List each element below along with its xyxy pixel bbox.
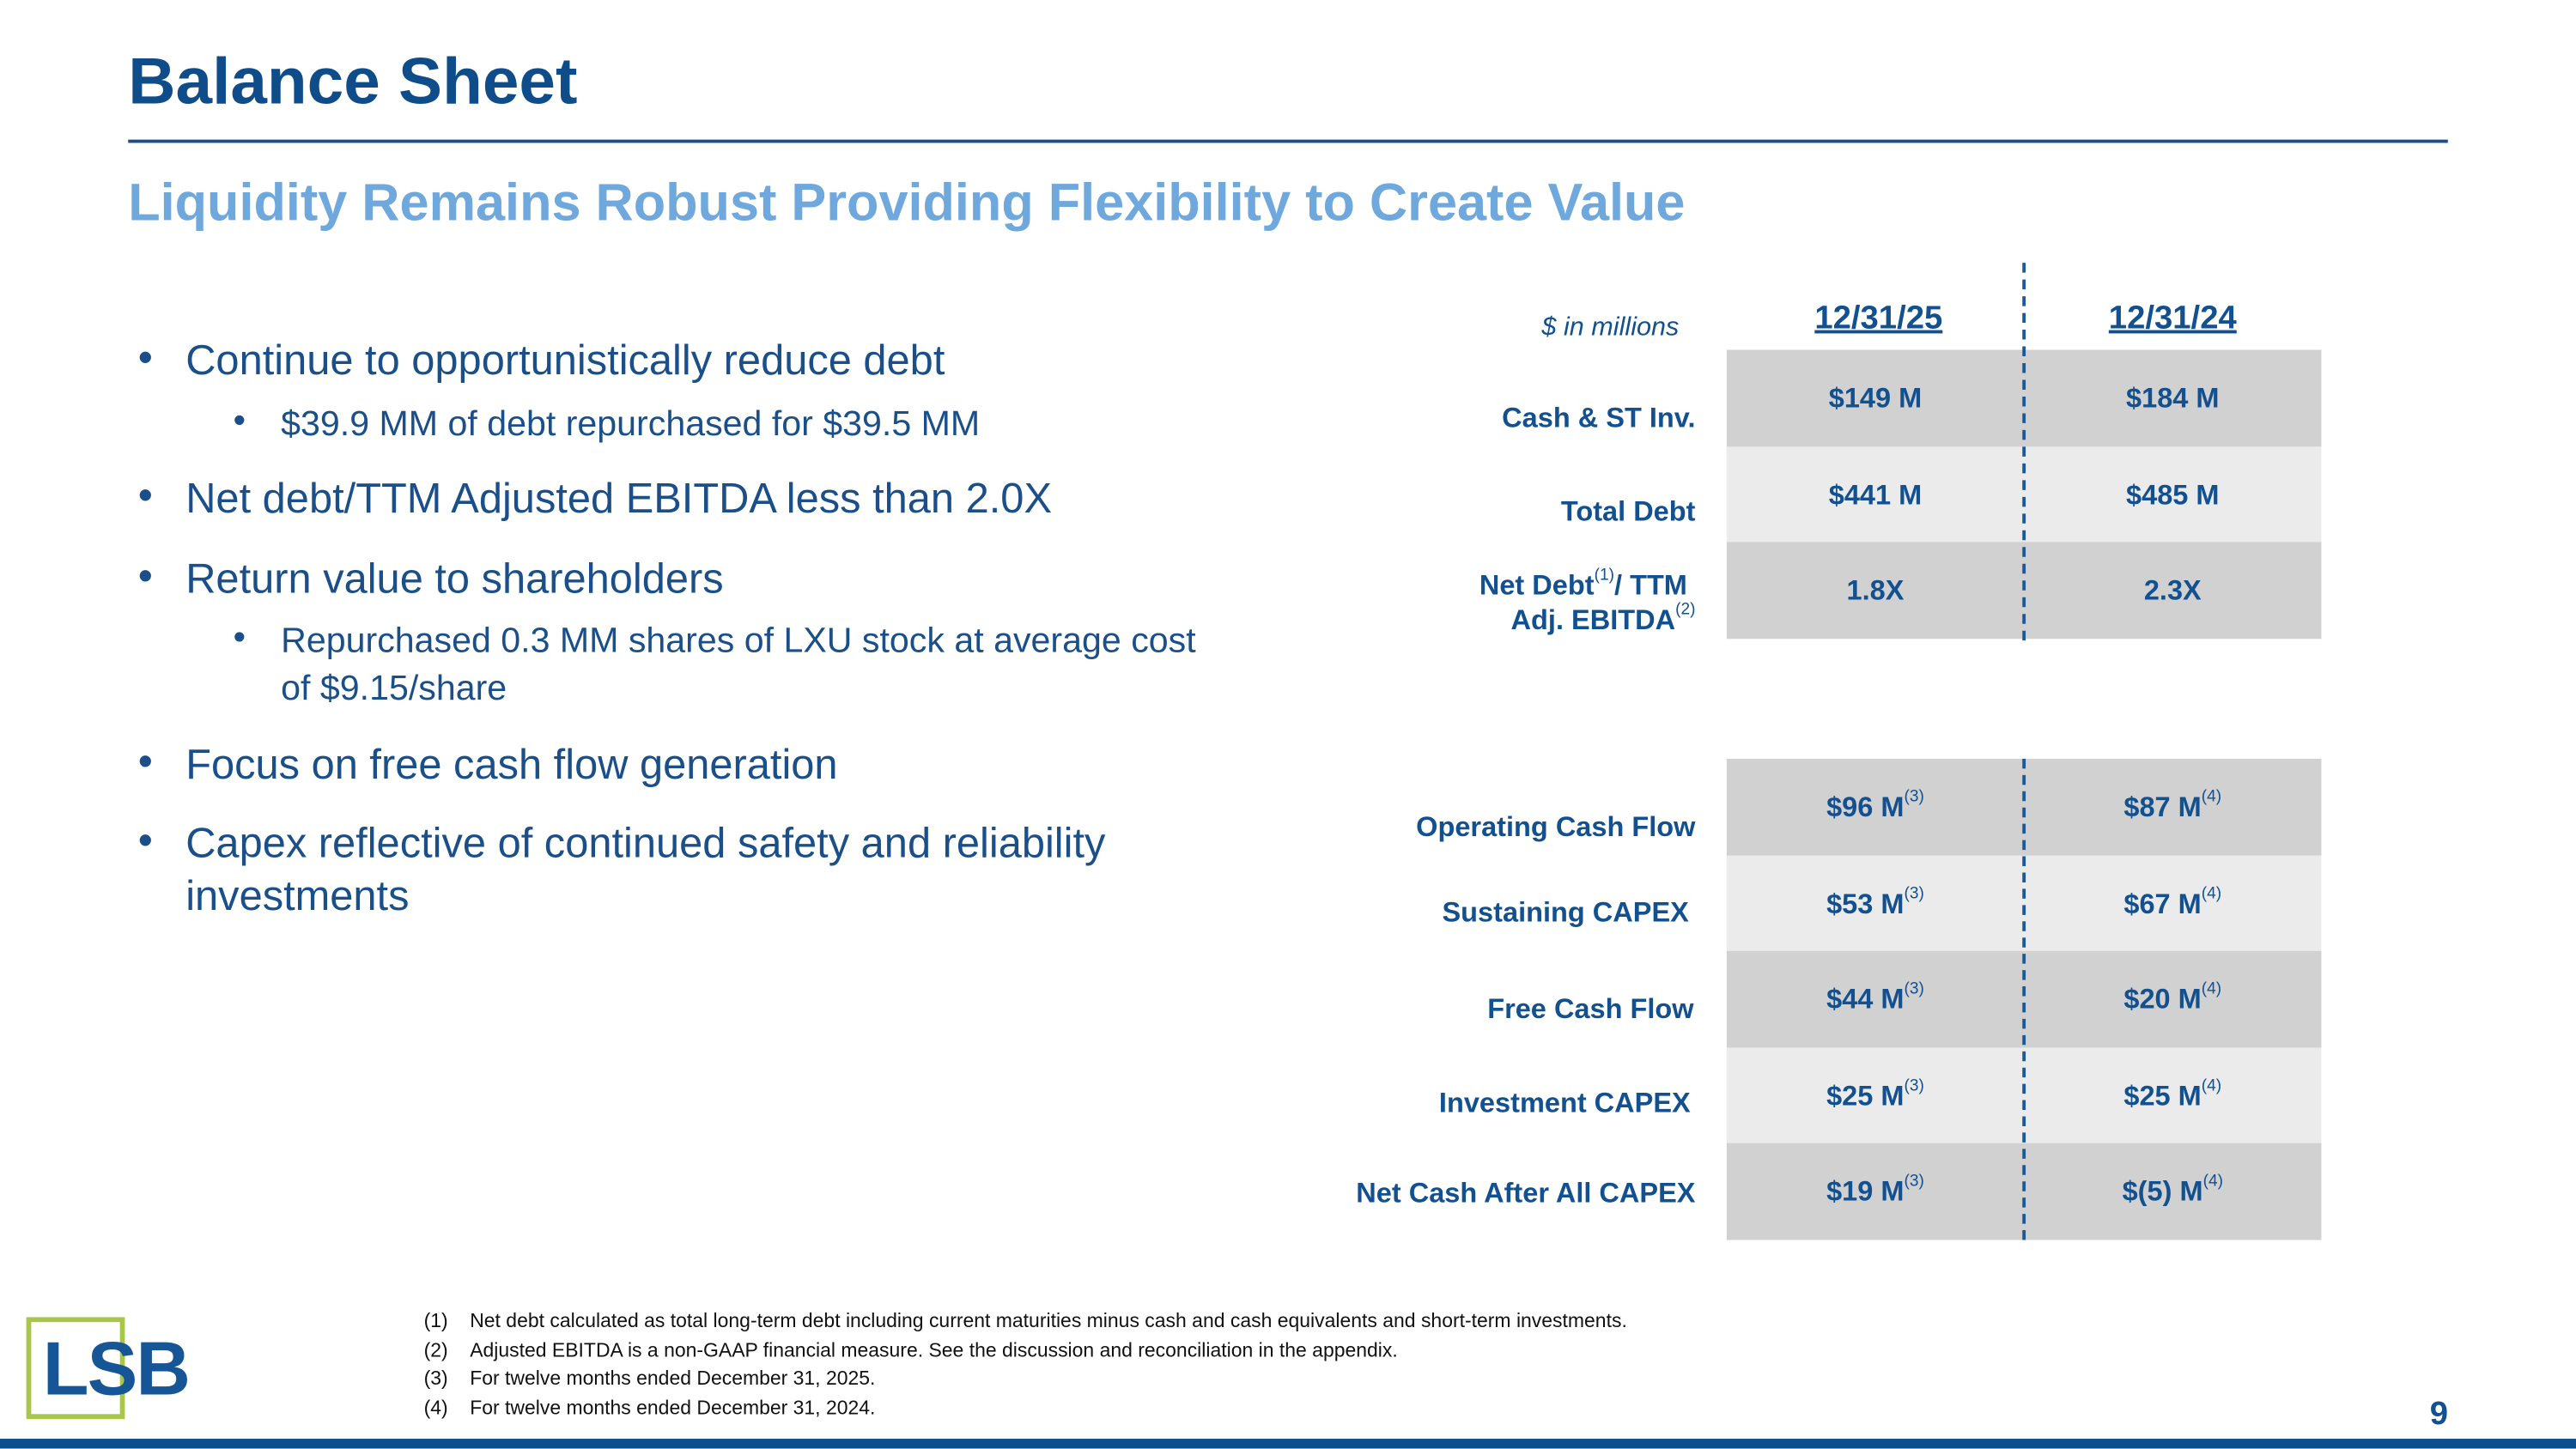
footnote: (3) For twelve months ended December 31, …: [423, 1366, 876, 1390]
lsb-logo: LSB: [26, 1317, 221, 1420]
row-label: Net Debt(1)/ TTM: [1479, 567, 1687, 602]
cell-value: $485 M: [2126, 478, 2220, 511]
footer-bar: [0, 1439, 2576, 1449]
row-label: Sustaining CAPEX: [1442, 896, 1689, 928]
footnote: (2) Adjusted EBITDA is a non-GAAP financi…: [423, 1338, 1398, 1362]
cell-value: $25 M(3): [1826, 1076, 1924, 1112]
cell-value: 2.3X: [2143, 574, 2202, 606]
cell-value: $44 M(3): [1826, 980, 1924, 1016]
cell-value: $(5) M(4): [2122, 1173, 2223, 1208]
cell-value: $87 M(4): [2123, 788, 2222, 823]
row-label: Net Cash After All CAPEX: [1356, 1177, 1696, 1210]
units-label: $ in millions: [1541, 313, 1680, 342]
page-number: 9: [2429, 1396, 2449, 1433]
cell-value: $96 M(3): [1826, 788, 1924, 823]
cell-value: $184 M: [2126, 382, 2220, 415]
logo-frame: [26, 1317, 125, 1420]
column-divider: [2022, 263, 2026, 641]
row-label: Investment CAPEX: [1438, 1087, 1691, 1119]
cell-value: $19 M(3): [1826, 1173, 1924, 1208]
row-label: Cash & ST Inv.: [1502, 402, 1696, 434]
footnote: (4) For twelve months ended December 31, …: [423, 1396, 876, 1420]
column-header-2024: 12/31/24: [2108, 300, 2237, 337]
cell-value: $149 M: [1828, 382, 1923, 415]
cell-value: 1.8X: [1846, 574, 1905, 606]
title-divider: [128, 139, 2448, 143]
cell-value: $25 M(4): [2123, 1076, 2222, 1112]
page-title: Balance Sheet: [128, 45, 578, 118]
logo-text: LSB: [42, 1325, 191, 1411]
cell-value: $53 M(3): [1826, 884, 1924, 919]
footnote: (1) Net debt calculated as total long-ter…: [423, 1308, 1627, 1332]
row-label: Total Debt: [1560, 495, 1696, 528]
column-header-2025: 12/31/25: [1814, 300, 1943, 337]
column-divider: [2022, 758, 2026, 1240]
row-label: Operating Cash Flow: [1416, 811, 1696, 843]
cell-value: $67 M(4): [2123, 884, 2222, 919]
cell-value: $20 M(4): [2123, 980, 2222, 1016]
cell-value: $441 M: [1828, 478, 1923, 511]
row-label: Adj. EBITDA(2): [1510, 601, 1696, 636]
page-subtitle: Liquidity Remains Robust Providing Flexi…: [128, 172, 1686, 232]
row-label: Free Cash Flow: [1487, 993, 1694, 1025]
